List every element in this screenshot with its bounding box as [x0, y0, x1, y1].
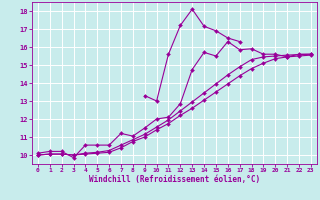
X-axis label: Windchill (Refroidissement éolien,°C): Windchill (Refroidissement éolien,°C)	[89, 175, 260, 184]
